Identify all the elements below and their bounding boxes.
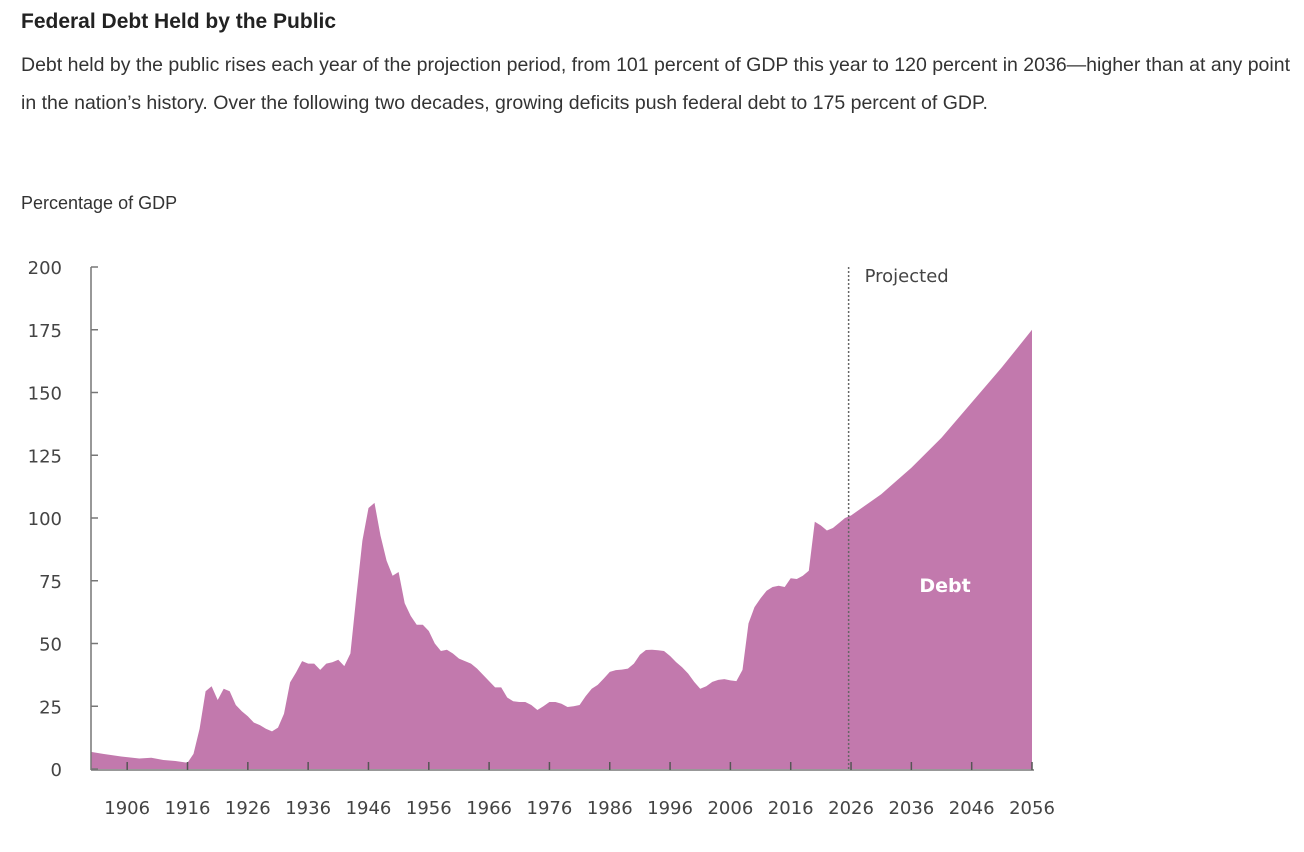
projected-label: Projected — [865, 266, 949, 287]
x-tick-label: 2026 — [828, 798, 874, 819]
y-tick-label: 150 — [28, 384, 62, 405]
x-tick-label: 1906 — [104, 798, 150, 819]
y-tick-label: 100 — [28, 509, 62, 530]
y-tick-label: 50 — [39, 635, 62, 656]
x-tick-label: 1996 — [647, 798, 693, 819]
x-tick-label: 1946 — [346, 798, 392, 819]
x-tick-label: 1956 — [406, 798, 452, 819]
x-tick-label: 1926 — [225, 798, 271, 819]
x-tick-label: 2006 — [707, 798, 753, 819]
y-tick-label: 25 — [39, 697, 62, 718]
x-tick-label: 2016 — [768, 798, 814, 819]
y-tick-label: 125 — [28, 446, 62, 467]
chart-description: Debt held by the public rises each year … — [21, 54, 1290, 114]
x-tick-label: 1966 — [466, 798, 512, 819]
y-tick-label: 200 — [28, 258, 62, 279]
debt-series-label: Debt — [919, 575, 970, 597]
x-tick-label: 2036 — [888, 798, 934, 819]
x-tick-label: 1986 — [587, 798, 633, 819]
x-tick-label: 1976 — [527, 798, 573, 819]
y-tick-label: 75 — [39, 572, 62, 593]
x-tick-label: 2046 — [949, 798, 995, 819]
x-tick-label: 1936 — [285, 798, 331, 819]
y-tick-label: 175 — [28, 321, 62, 342]
x-tick-label: 2056 — [1009, 798, 1055, 819]
y-tick-label: 0 — [51, 760, 62, 781]
chart-title: Federal Debt Held by the Public — [21, 10, 337, 33]
y-axis-label: Percentage of GDP — [21, 193, 178, 213]
x-tick-label: 1916 — [165, 798, 211, 819]
debt-area — [91, 329, 1032, 769]
